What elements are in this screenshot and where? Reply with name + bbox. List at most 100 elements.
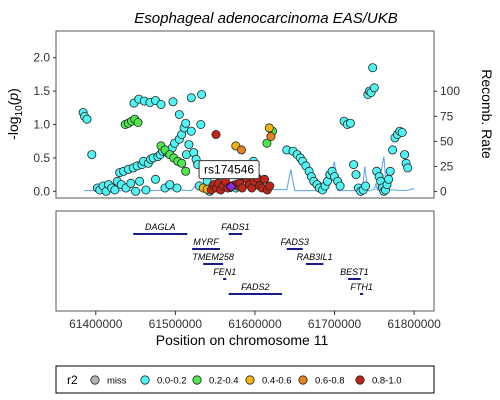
lead-snp-label: rs174546	[204, 163, 254, 177]
snp-point	[135, 176, 145, 186]
snp-point	[168, 97, 178, 107]
snp-point	[184, 140, 194, 150]
chart-title: Esophageal adenocarcinoma EAS/UKB	[134, 10, 398, 27]
snp-point	[186, 93, 196, 103]
snp-point	[131, 186, 141, 196]
left-y-axis-p: p	[5, 93, 21, 102]
legend-label: 0.8-1.0	[372, 376, 402, 387]
snp-point	[110, 185, 120, 195]
snp-point	[388, 145, 398, 155]
left-y-tick-label: 0.5	[33, 151, 50, 165]
lead-snp-label-box	[198, 160, 260, 180]
snp-point	[265, 181, 275, 191]
left-y-tick-label: 1.0	[33, 118, 50, 132]
legend: r2 miss 0.0-0.2 0.2-0.4 0.4-0.6 0.6-0.8 0.8-1…	[55, 365, 435, 394]
snp-point	[186, 126, 196, 136]
legend-swatch	[245, 375, 255, 385]
snp-point	[87, 150, 97, 160]
x-tick-label: 61700000	[308, 317, 362, 331]
gene-label: FTH1	[350, 282, 373, 292]
snp-point	[385, 166, 395, 176]
right-y-tick-label: 75	[440, 109, 454, 123]
snp-point	[156, 100, 166, 110]
snp-point	[345, 118, 355, 128]
snp-point	[181, 166, 191, 176]
gene-label: TMEM258	[192, 252, 234, 262]
legend-title: r2	[67, 373, 78, 387]
snp-point	[259, 174, 269, 184]
left-y-tick-label: 2.0	[33, 51, 50, 65]
legend-swatch	[192, 375, 202, 385]
lead-snp-marker	[225, 181, 237, 193]
snp-point	[196, 120, 206, 130]
lead-snp-layer: rs174546	[198, 160, 260, 193]
right-y-tick-label: 25	[440, 159, 454, 173]
snp-point	[262, 138, 272, 148]
snp-point	[369, 83, 379, 93]
legend-label: 0.2-0.4	[209, 376, 239, 387]
snp-point	[150, 174, 160, 184]
legend-swatch	[355, 375, 365, 385]
x-axis-ticks: 61400000 61500000 61600000 61700000 61800000	[69, 311, 441, 331]
legend-label: 0.0-0.2	[157, 376, 187, 387]
left-y-axis-close: )	[5, 88, 21, 93]
snp-point	[349, 160, 359, 170]
snp-point	[181, 118, 191, 128]
right-y-axis-title: Recomb. Rate	[479, 69, 495, 159]
snp-point	[351, 170, 361, 180]
left-y-tick-label: 1.5	[33, 84, 50, 98]
snp-point	[141, 185, 151, 195]
left-y-axis-subscript: 10	[14, 105, 25, 117]
legend-swatch	[90, 375, 100, 385]
legend-label: 0.6-0.8	[315, 376, 345, 387]
snp-point	[384, 174, 394, 184]
snp-point	[197, 90, 207, 100]
right-y-axis-ticks: 0 25 50 75 100	[434, 84, 460, 199]
legend-swatch	[298, 375, 308, 385]
snp-point	[264, 123, 274, 133]
gene-label: RAB3IL1	[297, 252, 333, 262]
left-y-tick-label: 0.0	[33, 184, 50, 198]
x-axis-title: Position on chromosome 11	[156, 332, 329, 348]
right-y-tick-label: 50	[440, 134, 454, 148]
association-panel: 0.0 0.5 1.0 1.5 2.0 0 25 50 75 100 rs174546	[33, 30, 460, 199]
legend-items: miss 0.0-0.2 0.2-0.4 0.4-0.6 0.6-0.8 0.8-1.0	[90, 375, 402, 387]
snp-point	[335, 181, 345, 191]
x-tick-label: 61600000	[228, 317, 282, 331]
snp-point	[403, 163, 413, 173]
gene-label: DAGLA	[145, 222, 176, 232]
snp-point	[361, 181, 371, 191]
gene-label: FEN1	[213, 267, 236, 277]
legend-swatch	[140, 375, 150, 385]
right-y-tick-label: 0	[440, 185, 447, 199]
x-tick-label: 61800000	[387, 317, 441, 331]
snp-point	[397, 127, 407, 137]
snp-point	[400, 150, 410, 160]
left-y-axis-ticks: 0.0 0.5 1.0 1.5 2.0	[33, 51, 56, 198]
left-y-axis-title: -log10(p)	[5, 88, 25, 140]
snp-point	[368, 63, 378, 73]
gene-label: MYRF	[193, 237, 219, 247]
gene-label: FADS2	[241, 282, 269, 292]
snp-point	[165, 180, 175, 190]
snp-point	[266, 131, 276, 141]
legend-label: 0.4-0.6	[262, 376, 292, 387]
right-y-tick-label: 100	[440, 84, 460, 98]
gene-label: FADS3	[281, 237, 309, 247]
x-tick-label: 61400000	[69, 317, 123, 331]
left-y-axis-var: (	[5, 100, 21, 105]
snp-point	[177, 158, 187, 168]
snp-point	[82, 114, 92, 124]
snp-point	[172, 183, 182, 193]
snp-point	[126, 178, 136, 188]
snp-point	[174, 110, 184, 120]
snp-points-layer	[78, 63, 413, 196]
gene-label: FADS1	[221, 222, 249, 232]
legend-frame	[55, 365, 435, 394]
legend-label: miss	[107, 376, 127, 387]
gene-label: BEST1	[340, 267, 369, 277]
snp-point	[237, 183, 247, 193]
